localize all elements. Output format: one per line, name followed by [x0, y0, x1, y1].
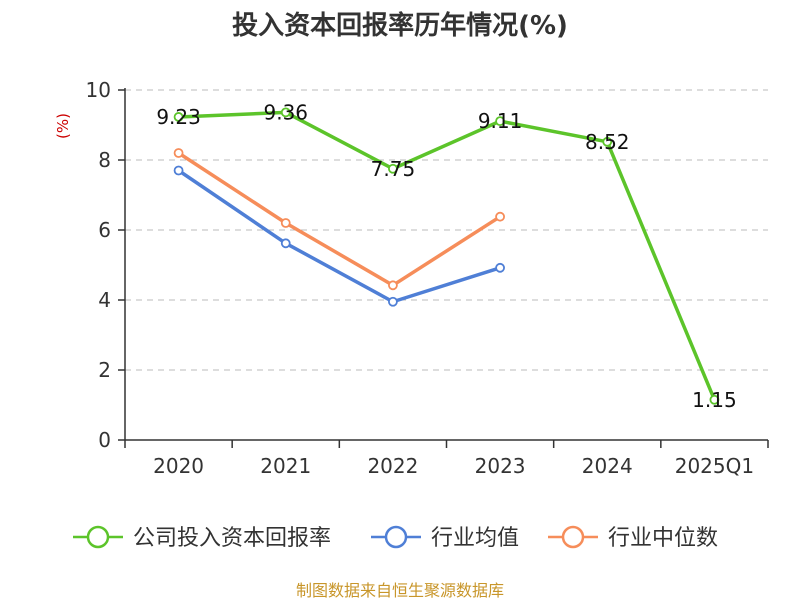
series-line-2 — [177, 151, 502, 288]
series-1-point-2020 — [173, 165, 184, 176]
x-tick-label-2021: 2021 — [260, 454, 311, 478]
legend-item-0[interactable]: 公司投入资本回报率 — [73, 525, 331, 551]
legend-swatch-marker — [384, 525, 408, 549]
x-tick-label-2023: 2023 — [475, 454, 526, 478]
series-group: 9.23 9.36 7.75 9.11 8.52 1.15 — [156, 100, 736, 411]
data-label-2020: 9.23 — [156, 105, 201, 129]
grid-lines — [125, 89, 768, 371]
data-label-2023: 9.11 — [478, 109, 523, 133]
x-tick-label-2020: 2020 — [153, 454, 204, 478]
x-tick-label-2025Q1: 2025Q1 — [675, 454, 754, 478]
y-tick-label: 4 — [98, 288, 111, 312]
series-line-0 — [178, 110, 717, 401]
series-line-1 — [177, 169, 501, 304]
y-tick-label: 6 — [98, 218, 111, 242]
y-tick-label: 2 — [98, 358, 111, 382]
series-0-point-2020 — [173, 112, 184, 122]
series-0-point-2021 — [280, 107, 291, 118]
series-2-point-2023 — [495, 211, 505, 222]
series-1-point-2021 — [280, 238, 291, 249]
x-tick-label-2022: 2022 — [367, 454, 418, 478]
data-label-2021: 9.36 — [263, 100, 308, 124]
legend[interactable]: 公司投入资本回报率 行业均值 行业中位数 — [73, 525, 718, 551]
legend-label: 公司投入资本回报率 — [133, 526, 331, 551]
series-0-point-2024 — [602, 136, 613, 147]
data-label-2022: 7.75 — [371, 157, 416, 181]
chart-title: 投入资本回报率历年情况(%) — [232, 10, 568, 41]
series-1-point-2022 — [388, 296, 398, 307]
legend-swatch-marker — [86, 525, 110, 549]
y-tick-label: 0 — [98, 428, 111, 452]
legend-label: 行业均值 — [431, 526, 519, 551]
legend-item-1[interactable]: 行业均值 — [371, 525, 519, 551]
data-label-2024: 8.52 — [585, 130, 630, 154]
legend-swatch-marker — [561, 525, 585, 549]
legend-label: 行业中位数 — [608, 526, 718, 551]
axes: 0 2 4 6 8 10 2020 2021 2022 2023 2024 2025Q1 — [86, 78, 769, 478]
series-1-point-2023 — [495, 262, 505, 273]
series-0-point-2022 — [388, 163, 398, 174]
legend-item-2[interactable]: 行业中位数 — [548, 525, 718, 551]
y-tick-label: 10 — [86, 78, 111, 102]
data-label-2025Q1: 1.15 — [692, 388, 737, 412]
series-2-point-2022 — [388, 280, 398, 291]
y-tick-label: 8 — [98, 148, 111, 172]
footer-source-note: 制图数据来自恒生聚源数据库 — [296, 581, 504, 600]
series-0-point-2023 — [495, 116, 505, 127]
x-tick-label-2024: 2024 — [582, 454, 633, 478]
y-axis-unit-label: (%) — [54, 113, 72, 139]
series-0-point-2025Q1 — [709, 394, 720, 405]
series-2-point-2020 — [173, 148, 184, 158]
series-2-point-2021 — [280, 218, 291, 228]
